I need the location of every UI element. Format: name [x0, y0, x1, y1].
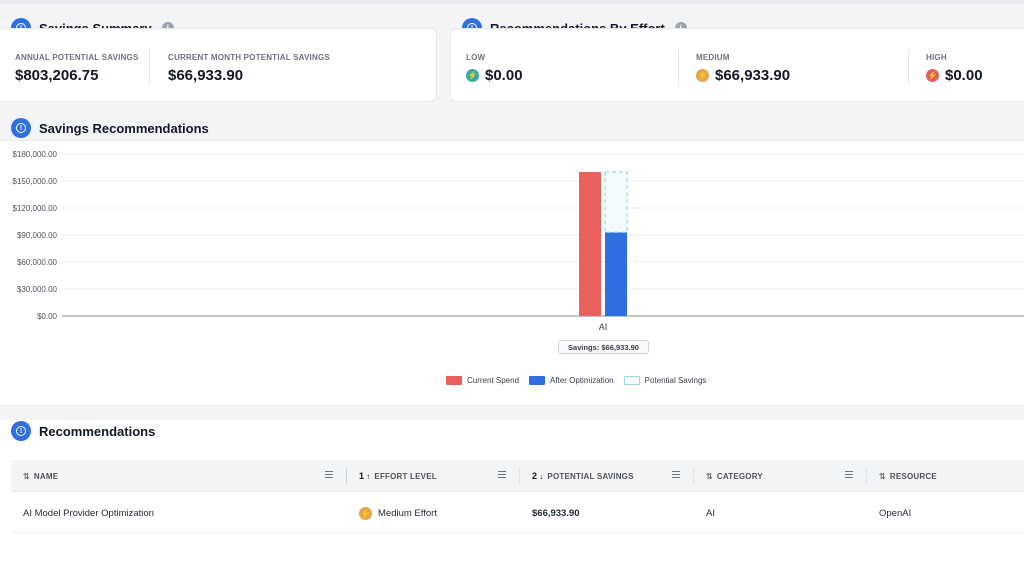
savings-chart-icon: ! — [11, 118, 31, 138]
column-menu-icon[interactable] — [498, 471, 506, 478]
legend-swatch-current — [446, 376, 462, 385]
column-menu-icon[interactable] — [325, 471, 333, 478]
sort-icon: ⇅ — [23, 471, 30, 481]
savings-chart-card — [0, 140, 1024, 406]
legend-potential-savings[interactable]: Potential Savings — [623, 376, 707, 385]
bar-potential-savings — [604, 171, 628, 233]
effort-high-label: HIGH — [926, 53, 947, 62]
chart-legend: Current Spend After Optimization Potenti… — [446, 376, 706, 385]
column-header-name[interactable]: ⇅ NAME — [11, 460, 347, 492]
effort-high-amount: $0.00 — [945, 67, 983, 84]
sort-order-number: 2 — [532, 471, 538, 481]
column-menu-icon[interactable] — [845, 471, 853, 478]
x-tick-label: AI — [599, 322, 608, 332]
column-resource-label: RESOURCE — [889, 471, 937, 481]
column-name-label: NAME — [33, 471, 59, 481]
sort-asc-icon: ↑ — [366, 471, 371, 481]
legend-swatch-after — [529, 376, 546, 385]
effort-low-value: ⚡ $0.00 — [466, 67, 523, 84]
effort-medium-value: ⚡ $66,933.90 — [696, 67, 790, 84]
bolt-icon: ⚡ — [926, 69, 939, 82]
effort-divider — [908, 49, 909, 85]
month-savings-value: $66,933.90 — [168, 67, 244, 84]
bolt-icon: ⚡ — [359, 506, 372, 520]
cell-effort: ⚡ Medium Effort — [347, 493, 520, 533]
legend-current-label: Current Spend — [467, 376, 520, 385]
top-strip — [0, 0, 1024, 4]
recommendations-header: ! Recommendations — [11, 421, 155, 441]
table-row[interactable]: AI Model Provider Optimization ⚡ Medium … — [11, 493, 1024, 533]
y-tick-label: $60,000.00 — [17, 258, 58, 267]
effort-low-label: LOW — [466, 53, 486, 62]
column-savings-label: POTENTIAL SAVINGS — [547, 471, 634, 481]
sort-icon: ⇅ — [879, 471, 886, 481]
recommendations-icon: ! — [11, 421, 31, 441]
y-tick-label: $120,000.00 — [13, 204, 58, 213]
legend-potential-label: Potential Savings — [644, 376, 707, 385]
legend-current-spend[interactable]: Current Spend — [446, 376, 519, 385]
effort-low-amount: $0.00 — [485, 67, 523, 84]
column-menu-icon[interactable] — [672, 471, 680, 478]
cell-resource: OpenAI — [879, 507, 912, 519]
column-divider — [519, 468, 520, 484]
column-header-effort[interactable]: 1 ↑ EFFORT LEVEL — [347, 460, 520, 492]
recommendations-title: Recommendations — [39, 423, 156, 439]
effort-high-value: ⚡ $0.00 — [926, 67, 983, 84]
bolt-icon: ⚡ — [696, 69, 709, 82]
cell-effort-label: Medium Effort — [378, 507, 437, 519]
annual-savings-label: ANNUAL POTENTIAL SAVINGS — [15, 53, 139, 62]
y-tick-label: $0.00 — [37, 312, 58, 321]
effort-divider — [678, 49, 679, 85]
table-header: ⇅ NAME 1 ↑ EFFORT LEVEL 2 ↓ POTENTIAL SA… — [11, 460, 1024, 492]
column-header-resource[interactable]: ⇅ RESOURCE — [867, 460, 1024, 492]
metric-divider — [149, 49, 150, 85]
column-category-label: CATEGORY — [716, 471, 763, 481]
savings-tooltip: Savings: $66,933.90 — [558, 340, 649, 354]
bar-current-spend — [579, 172, 601, 316]
y-tick-label: $30,000.00 — [17, 285, 58, 294]
savings-summary-card: ANNUAL POTENTIAL SAVINGS $803,206.75 CUR… — [0, 28, 437, 102]
legend-after-label: After Optimization — [550, 376, 614, 385]
cell-category: AI — [706, 507, 715, 519]
savings-chart: $0.00 $30,000.00 $60,000.00 $90,000.00 $120,… — [13, 150, 1024, 332]
column-header-savings[interactable]: 2 ↓ POTENTIAL SAVINGS — [520, 460, 694, 492]
cell-savings: $66,933.90 — [532, 507, 580, 519]
recommendations-panel — [0, 420, 1024, 584]
bolt-icon: ⚡ — [466, 69, 479, 82]
sort-order-number: 1 — [359, 471, 365, 481]
column-divider — [866, 468, 867, 484]
savings-chart-title: Savings Recommendations — [39, 120, 209, 136]
column-divider — [346, 468, 347, 484]
month-savings-label: CURRENT MONTH POTENTIAL SAVINGS — [168, 53, 330, 62]
annual-savings-value: $803,206.75 — [15, 67, 99, 84]
effort-card: LOW ⚡ $0.00 MEDIUM ⚡ $66,933.90 HIGH ⚡ $… — [450, 28, 1024, 102]
legend-after-optimization[interactable]: After Optimization — [529, 376, 614, 385]
legend-swatch-potential — [623, 376, 640, 385]
effort-medium-amount: $66,933.90 — [715, 67, 791, 84]
column-effort-label: EFFORT LEVEL — [374, 471, 437, 481]
sort-desc-icon: ↓ — [539, 471, 544, 481]
y-tick-label: $90,000.00 — [17, 231, 58, 240]
bar-after-optimization — [605, 232, 627, 316]
cell-name[interactable]: AI Model Provider Optimization — [23, 507, 154, 519]
sort-icon: ⇅ — [706, 471, 713, 481]
y-tick-label: $150,000.00 — [13, 177, 58, 186]
y-tick-label: $180,000.00 — [13, 150, 58, 159]
column-divider — [693, 468, 694, 484]
effort-medium-label: MEDIUM — [696, 53, 730, 62]
column-header-category[interactable]: ⇅ CATEGORY — [694, 460, 867, 492]
savings-chart-header: ! Savings Recommendations — [11, 118, 209, 138]
